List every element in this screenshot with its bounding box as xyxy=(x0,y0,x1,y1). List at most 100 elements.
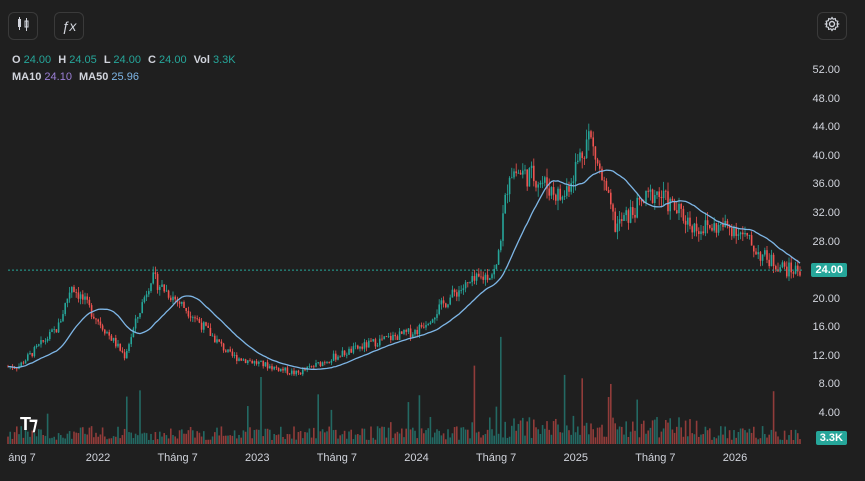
volume-bar xyxy=(471,422,473,444)
candle-body xyxy=(717,224,720,233)
candle-body xyxy=(797,265,799,272)
candle-body xyxy=(167,290,170,298)
candle-body xyxy=(691,226,693,233)
volume-bar xyxy=(623,434,625,444)
volume-bar xyxy=(368,439,370,444)
volume-bar xyxy=(49,438,51,444)
candle-body xyxy=(403,329,405,334)
volume-bar xyxy=(797,433,799,444)
volume-bar xyxy=(790,429,792,444)
volume-bar xyxy=(464,429,467,444)
volume-bar xyxy=(167,438,170,444)
candle-body xyxy=(742,232,744,235)
volume-bar xyxy=(665,420,667,444)
volume-bar xyxy=(38,429,40,444)
volume-bar xyxy=(227,435,229,444)
candle-body xyxy=(352,346,355,353)
volume-bar xyxy=(568,430,570,444)
candle-body xyxy=(172,296,174,301)
volume-bar xyxy=(379,428,381,444)
volume-bar xyxy=(214,432,216,444)
candle-body xyxy=(777,269,779,272)
volume-bar xyxy=(387,427,390,444)
candle-body xyxy=(64,303,66,315)
candle-body xyxy=(42,340,44,342)
y-tick-label: 40.00 xyxy=(812,149,840,162)
volume-bar xyxy=(390,422,392,444)
candle-body xyxy=(665,190,667,192)
volume-bar xyxy=(299,431,302,444)
candle-body xyxy=(374,339,377,347)
candle-body xyxy=(51,329,53,332)
volume-bar xyxy=(453,427,456,444)
volume-bar xyxy=(88,427,91,444)
candle-body xyxy=(634,214,636,218)
candle-body xyxy=(427,324,429,326)
candle-body xyxy=(612,204,614,212)
volume-bar xyxy=(286,433,289,444)
candle-body xyxy=(405,329,407,332)
volume-bar xyxy=(557,424,559,444)
candle-body xyxy=(209,327,212,336)
candle-body xyxy=(330,360,333,363)
volume-bar xyxy=(62,437,64,444)
candle-body xyxy=(563,195,566,197)
volume-bar xyxy=(271,439,273,444)
candle-body xyxy=(174,296,176,300)
volume-bar xyxy=(79,427,82,444)
indicators-button[interactable]: ƒx xyxy=(54,12,84,40)
volume-bar xyxy=(420,428,423,444)
candle-body xyxy=(647,190,649,192)
volume-bar xyxy=(695,420,698,444)
volume-bar xyxy=(519,420,522,444)
candle-body xyxy=(770,254,773,267)
volume-bar xyxy=(101,427,104,444)
volume-bar xyxy=(330,409,333,444)
candle-body xyxy=(183,301,185,309)
candle-body xyxy=(16,368,18,370)
volume-bar xyxy=(658,437,660,444)
y-tick-label: 36.00 xyxy=(812,178,840,191)
volume-bar xyxy=(786,439,788,444)
candle-body xyxy=(713,223,715,231)
candle-body xyxy=(519,172,522,175)
candle-body xyxy=(379,338,381,346)
volume-bar xyxy=(13,432,16,444)
ma50-value: 25.96 xyxy=(111,71,139,83)
candle-body xyxy=(194,317,196,319)
volume-bar xyxy=(372,437,374,444)
candle-body xyxy=(438,304,440,315)
settings-button[interactable] xyxy=(817,12,847,40)
candle-body xyxy=(398,331,401,340)
candle-body xyxy=(293,370,295,375)
candle-body xyxy=(447,304,449,308)
volume-bar xyxy=(385,437,388,444)
volume-bar xyxy=(612,417,614,444)
candle-body xyxy=(471,276,473,283)
candle-body xyxy=(526,169,528,187)
volume-bar xyxy=(475,432,478,444)
candle-body xyxy=(504,194,506,214)
volume-bar xyxy=(673,432,676,444)
volume-bar xyxy=(196,431,198,444)
volume-bar xyxy=(720,426,722,444)
candlestick-type-button[interactable] xyxy=(8,12,38,40)
candle-body xyxy=(141,302,143,314)
candle-body xyxy=(211,335,214,337)
volume-bar xyxy=(170,428,172,444)
volume-bar xyxy=(616,429,619,444)
candle-body xyxy=(462,288,465,291)
candle-body xyxy=(132,328,135,338)
volume-bar xyxy=(484,433,487,444)
volume-bar xyxy=(761,426,764,444)
candle-body xyxy=(548,188,550,196)
candle-body xyxy=(627,210,630,223)
volume-bar xyxy=(418,395,421,444)
fx-indicator-icon: ƒx xyxy=(61,18,77,34)
ma-legend: MA10 24.10 MA50 25.96 xyxy=(12,71,143,83)
volume-bar xyxy=(376,426,379,444)
volume-bar xyxy=(46,413,49,444)
candle-body xyxy=(233,354,236,356)
volume-bar xyxy=(185,433,187,444)
volume-bar xyxy=(409,429,412,444)
